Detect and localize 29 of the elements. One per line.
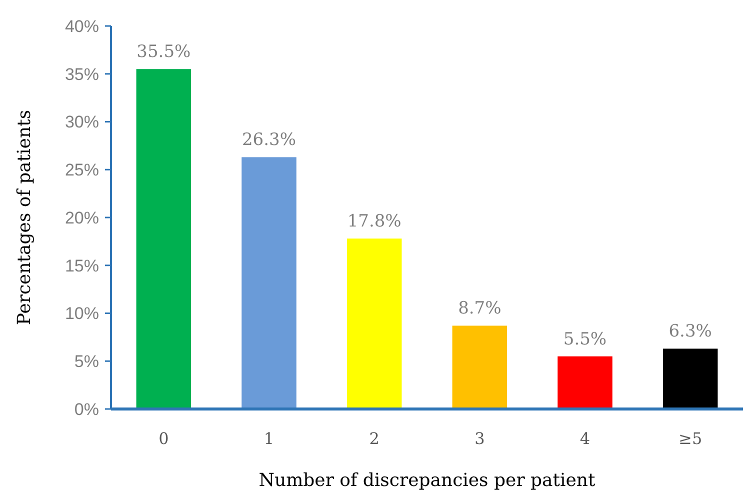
bar [136, 69, 192, 409]
bar [452, 326, 508, 409]
data-label: 26.3% [242, 130, 296, 150]
data-label: 35.5% [136, 42, 191, 62]
y-tick-label: 40% [64, 16, 99, 36]
bar [558, 356, 612, 409]
y-tick-label: 20% [64, 208, 99, 228]
x-tick-label: 2 [369, 429, 380, 448]
y-tick-label: 5% [74, 352, 99, 372]
y-tick-label: 30% [64, 112, 99, 132]
data-label: 6.3% [668, 322, 712, 342]
data-label: 17.8% [347, 212, 402, 232]
x-tick-label: 3 [474, 429, 485, 448]
y-tick-label: 35% [64, 64, 99, 84]
y-tick-label: 15% [64, 256, 99, 276]
y-tick-label: 25% [64, 160, 99, 180]
y-tick-label: 10% [64, 304, 99, 324]
bar [242, 157, 296, 409]
x-axis-title: Number of discrepancies per patient [258, 470, 596, 491]
y-axis-title: Percentages of patients [14, 110, 35, 326]
data-label: 5.5% [563, 329, 607, 350]
bar [662, 348, 718, 409]
x-tick-label: 0 [158, 429, 169, 448]
data-label: 8.7% [458, 298, 502, 319]
x-tick-label: 4 [580, 429, 590, 448]
bar [346, 238, 402, 409]
y-tick-label: 0% [74, 400, 99, 419]
x-tick-label: ≥5 [678, 429, 702, 448]
x-tick-label: 1 [264, 429, 274, 448]
